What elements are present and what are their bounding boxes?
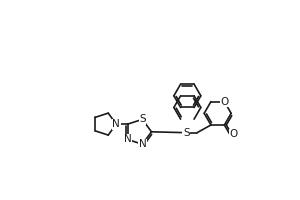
Text: N: N [112, 119, 120, 129]
Text: S: S [183, 128, 190, 138]
Text: O: O [230, 129, 238, 139]
Text: N: N [139, 139, 146, 149]
Text: N: N [124, 134, 132, 144]
Text: S: S [139, 114, 146, 124]
Text: O: O [220, 97, 229, 107]
